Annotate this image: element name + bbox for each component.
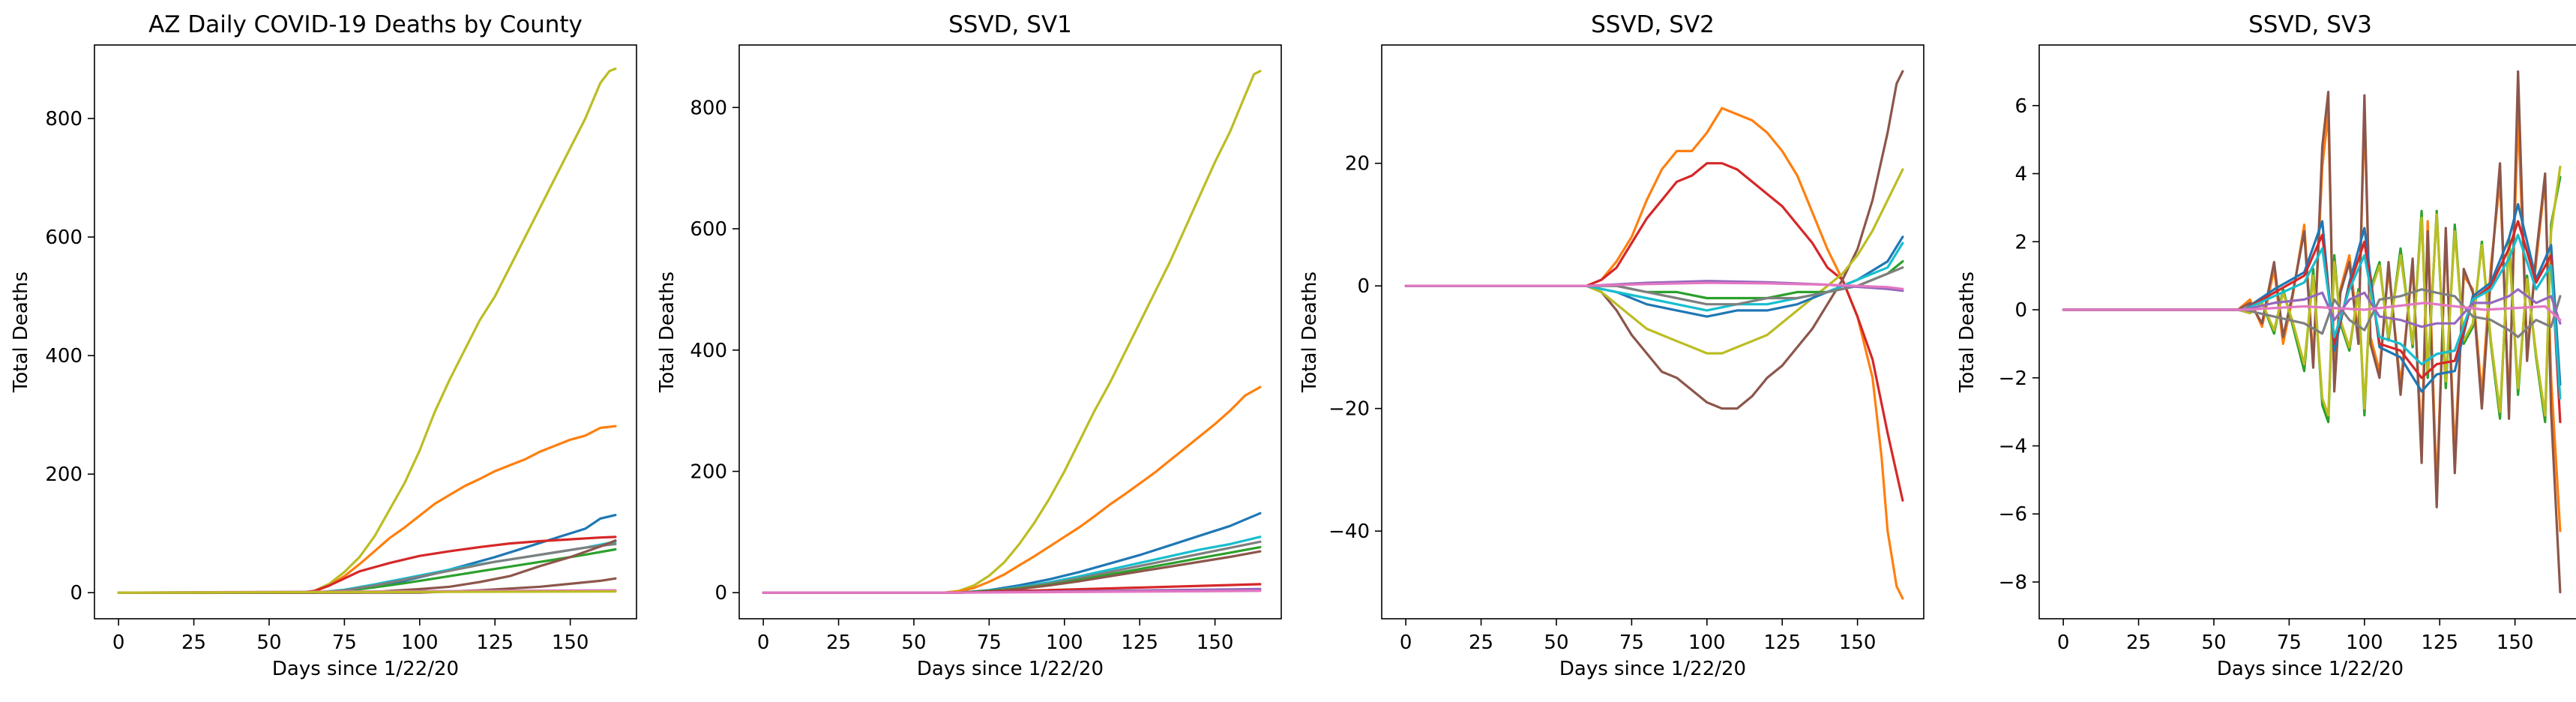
series-line-3 [1404, 70, 1904, 410]
series-line-1 [1404, 106, 1904, 600]
x-tick-label: 125 [476, 632, 514, 654]
x-tick-label: 50 [256, 632, 281, 654]
chart-title: SSVD, SV2 [1591, 11, 1715, 38]
y-tick-label: −8 [1999, 572, 2027, 594]
series-line-10 [762, 590, 1262, 594]
series-line-2 [1404, 162, 1904, 502]
x-tick-label: 25 [1469, 632, 1493, 654]
x-axis-label: Days since 1/22/20 [917, 658, 1104, 680]
y-tick-label: 0 [1357, 275, 1370, 298]
x-tick-label: 125 [1121, 632, 1158, 654]
y-tick-label: −40 [1328, 520, 1370, 543]
series-line-1 [117, 68, 617, 594]
y-tick-label: 600 [45, 226, 82, 249]
x-axis-label: Days since 1/22/20 [272, 658, 459, 680]
chart-panel-2: 0 25 50 75 100 125 150 0 200 400 600 800 SSVD, SV1 Da… [656, 11, 1282, 680]
y-axis-label: Total Deaths [10, 272, 32, 393]
x-tick-label: 150 [1197, 632, 1234, 654]
x-tick-label: 50 [2201, 632, 2226, 654]
y-tick-label: 800 [690, 97, 727, 119]
plot-frame [738, 44, 1282, 620]
x-tick-label: 75 [2277, 632, 2302, 654]
x-tick-label: 25 [2126, 632, 2151, 654]
x-tick-label: 75 [1619, 632, 1644, 654]
y-tick-label: 0 [2014, 299, 2027, 322]
y-tick-label: −2 [1999, 368, 2027, 390]
series-group [762, 70, 1262, 594]
series-line-12 [117, 590, 617, 594]
series-line-10 [2062, 302, 2562, 322]
series-line-7 [2062, 233, 2562, 400]
x-tick-label: 150 [1839, 632, 1877, 654]
series-line-5 [762, 540, 1262, 594]
y-tick-label: −4 [1999, 436, 2027, 458]
x-tick-label: 50 [1544, 632, 1568, 654]
series-line-2 [762, 386, 1262, 594]
series-line-9 [2062, 288, 2562, 328]
x-tick-label: 100 [401, 632, 439, 654]
series-line-2 [117, 424, 617, 594]
x-tick-label: 125 [2421, 632, 2458, 654]
x-tick-label: 0 [1400, 632, 1412, 654]
y-tick-label: 400 [45, 345, 82, 368]
series-line-10 [1404, 281, 1904, 290]
x-tick-label: 75 [977, 632, 1002, 654]
y-tick-label: −6 [1999, 503, 2027, 526]
x-tick-label: 0 [757, 632, 770, 654]
chart-panel-3: 0 25 50 75 100 125 150 −40 −20 0 20 SSVD, SV2 Days s… [1298, 11, 1925, 680]
x-tick-label: 100 [1688, 632, 1726, 654]
series-line-1 [762, 70, 1262, 594]
y-axis-label: Total Deaths [1298, 272, 1321, 393]
y-tick-label: 2 [2014, 231, 2027, 254]
series-line-4 [117, 536, 617, 594]
plot-frame [94, 44, 637, 620]
series-line-8 [2062, 288, 2562, 338]
series-group [2062, 70, 2562, 594]
series-group [117, 68, 617, 594]
x-tick-label: 50 [901, 632, 926, 654]
chart-panel-1: 0 25 50 75 100 125 150 0 200 400 600 800 AZ Daily CO… [10, 11, 637, 680]
y-tick-label: 200 [690, 460, 727, 483]
x-tick-label: 150 [2497, 632, 2534, 654]
series-line-6 [2062, 220, 2562, 424]
chart-title: SSVD, SV3 [2248, 11, 2372, 38]
x-tick-label: 125 [1763, 632, 1801, 654]
series-line-4 [1404, 168, 1904, 355]
x-tick-label: 150 [552, 632, 589, 654]
y-tick-label: 0 [714, 582, 727, 604]
x-axis-label: Days since 1/22/20 [1559, 658, 1746, 680]
plot-frame [1381, 44, 1925, 620]
y-axis-label: Total Deaths [656, 272, 678, 393]
y-axis-label: Total Deaths [1956, 272, 1978, 393]
series-line-2 [2062, 70, 2562, 594]
y-tick-label: 4 [2014, 164, 2027, 186]
y-tick-label: −20 [1328, 398, 1370, 421]
y-tick-label: 200 [45, 464, 82, 486]
series-line-5 [117, 540, 617, 594]
y-tick-label: 6 [2014, 95, 2027, 118]
series-line-1 [2062, 111, 2562, 532]
chart-panel-4: 0 25 50 75 100 125 150 −8 −6 −4 −2 0 2 4 6 SSVD, SV3 Day… [1956, 11, 2576, 680]
x-axis-label: Days since 1/22/20 [2217, 658, 2404, 680]
x-tick-label: 100 [2346, 632, 2383, 654]
y-tick-label: 0 [70, 582, 82, 604]
y-tick-label: 20 [1345, 153, 1370, 176]
y-tick-label: 800 [45, 108, 82, 130]
y-tick-label: 600 [690, 218, 727, 241]
x-tick-label: 100 [1046, 632, 1083, 654]
x-tick-label: 25 [826, 632, 851, 654]
series-line-5 [2062, 202, 2562, 393]
y-tick-label: 400 [690, 340, 727, 362]
x-tick-label: 0 [112, 632, 125, 654]
x-tick-label: 0 [2057, 632, 2070, 654]
x-tick-label: 75 [332, 632, 357, 654]
chart-title: AZ Daily COVID-19 Deaths by County [148, 11, 583, 38]
plot-frame [2038, 44, 2576, 620]
x-tick-label: 25 [181, 632, 206, 654]
series-group [1404, 70, 1904, 600]
chart-title: SSVD, SV1 [948, 11, 1072, 38]
